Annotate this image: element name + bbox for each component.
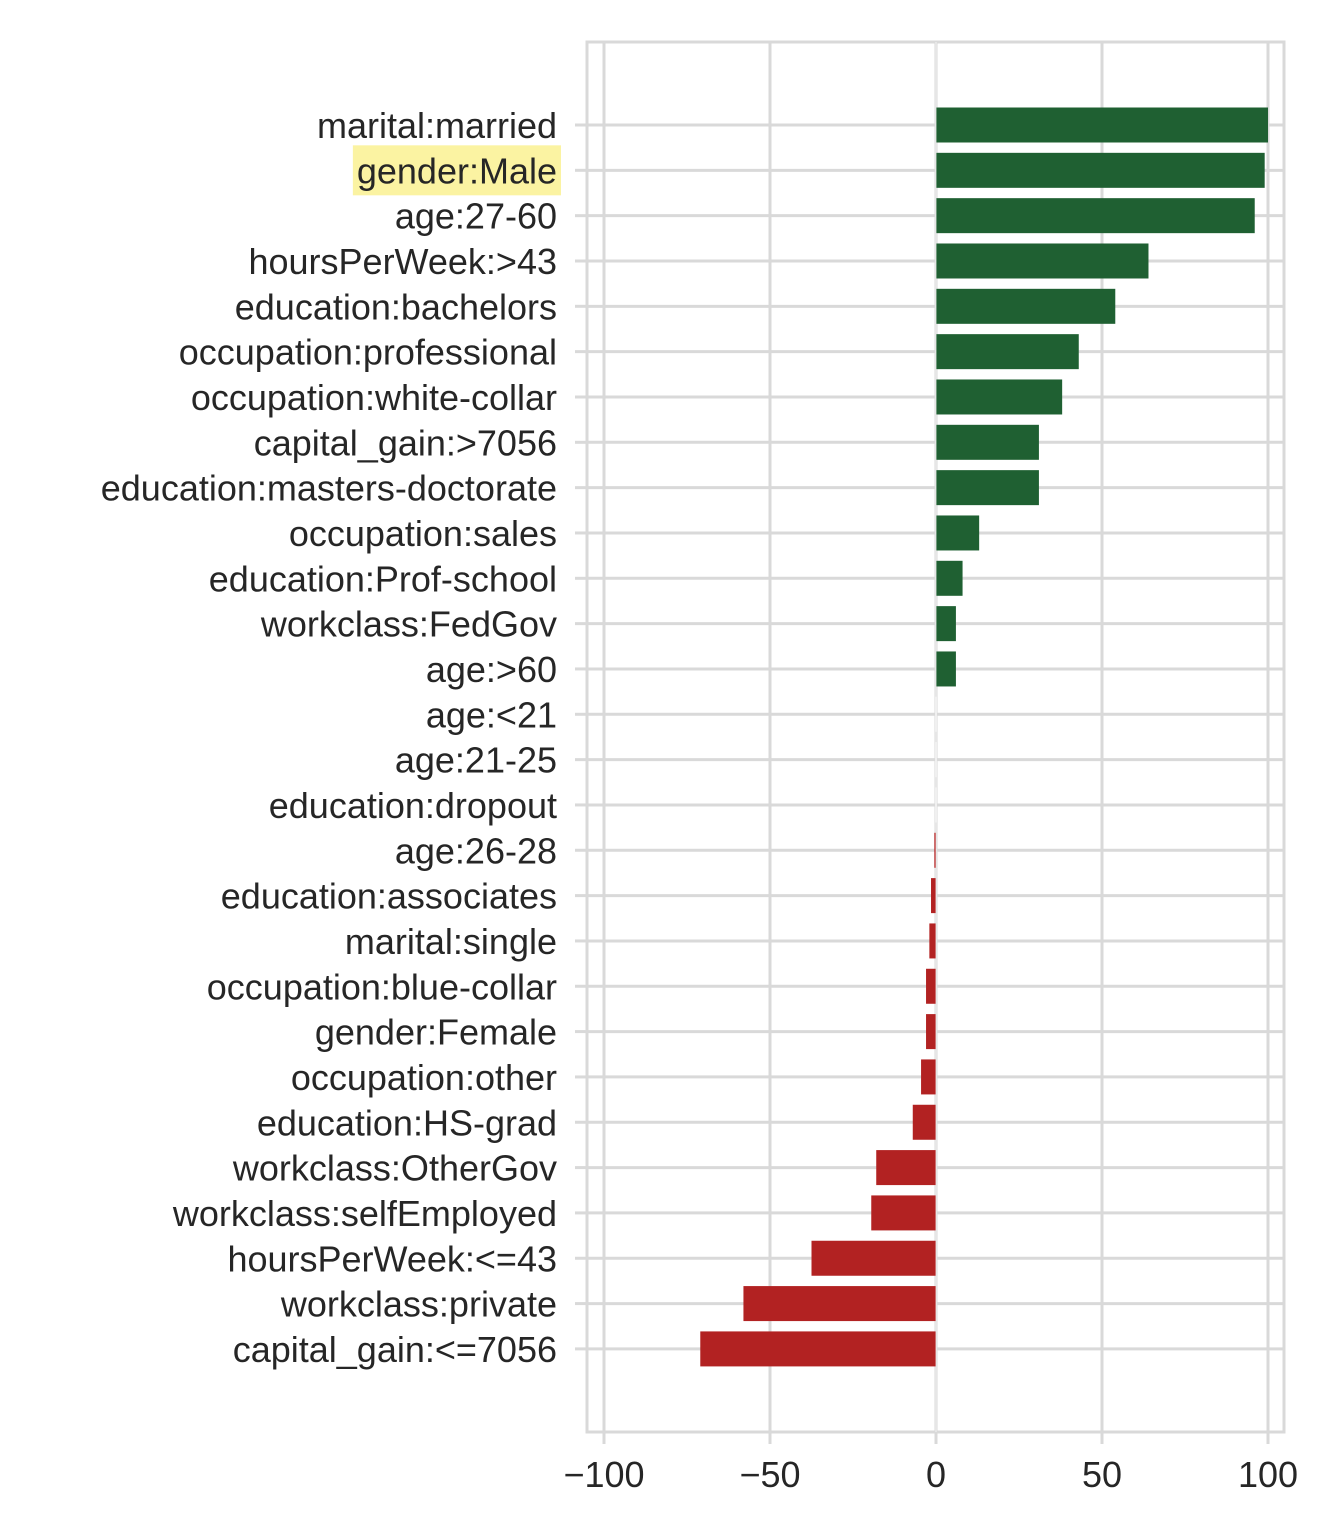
category-label: hoursPerWeek:<=43 (227, 1238, 557, 1279)
bar (936, 198, 1255, 234)
bar (936, 288, 1116, 324)
category-label: education:associates (221, 876, 557, 917)
category-label: occupation:professional (179, 332, 557, 373)
bar (936, 606, 956, 642)
category-label: capital_gain:>7056 (254, 422, 557, 463)
category-label: capital_gain:<=7056 (233, 1329, 557, 1370)
bar (936, 379, 1063, 415)
category-labels: marital:marriedgender:Maleage:27-60hours… (101, 105, 561, 1370)
bar (912, 1104, 936, 1140)
category-label: workclass:OtherGov (232, 1148, 557, 1189)
category-label: age:21-25 (395, 740, 557, 781)
bars (700, 42, 1268, 1432)
category-label: marital:single (345, 921, 557, 962)
bar (936, 107, 1268, 143)
bar (811, 1240, 936, 1276)
category-label: occupation:white-collar (191, 377, 557, 418)
bar (936, 424, 1039, 460)
bar (921, 1059, 936, 1095)
category-label: education:masters-doctorate (101, 468, 557, 509)
bar (926, 968, 936, 1004)
bar (926, 1014, 936, 1050)
bar (936, 651, 956, 687)
category-label: education:dropout (269, 785, 557, 826)
bar (929, 923, 936, 959)
bar (936, 152, 1265, 188)
x-tick-label: −100 (563, 1454, 644, 1495)
category-label: age:26-28 (395, 830, 557, 871)
bar (934, 832, 936, 868)
category-label: occupation:blue-collar (207, 966, 557, 1007)
category-label: age:>60 (426, 649, 557, 690)
category-label: hoursPerWeek:>43 (248, 241, 557, 282)
category-label: gender:Male (357, 150, 557, 191)
category-label: education:HS-grad (257, 1102, 557, 1143)
bar (936, 334, 1079, 370)
x-tick-labels: −100 −50 0 50 100 (563, 1454, 1298, 1495)
category-label-highlight (352, 145, 561, 196)
category-label: age:<21 (426, 694, 557, 735)
bar (700, 1331, 936, 1367)
category-label: education:bachelors (235, 286, 557, 327)
x-tick-label: 100 (1238, 1454, 1298, 1495)
bar (936, 560, 963, 596)
category-label: workclass:selfEmployed (172, 1193, 557, 1234)
category-label: gender:Female (315, 1012, 557, 1053)
category-label: occupation:sales (289, 513, 557, 554)
bar (936, 470, 1039, 506)
bar (936, 243, 1149, 279)
category-label: occupation:other (291, 1057, 557, 1098)
category-label: workclass:private (280, 1284, 557, 1325)
bar (871, 1195, 936, 1231)
category-label: education:Prof-school (209, 558, 557, 599)
category-label: workclass:FedGov (260, 604, 557, 645)
x-tick-label: 0 (926, 1454, 946, 1495)
x-tick-label: 50 (1082, 1454, 1122, 1495)
category-label: marital:married (317, 105, 557, 146)
category-label: age:27-60 (395, 196, 557, 237)
bar (876, 1150, 936, 1186)
grid-lines (575, 42, 1284, 1444)
x-tick-label: −50 (739, 1454, 800, 1495)
bar (743, 1286, 936, 1322)
bar (931, 878, 936, 914)
bar (936, 515, 980, 551)
